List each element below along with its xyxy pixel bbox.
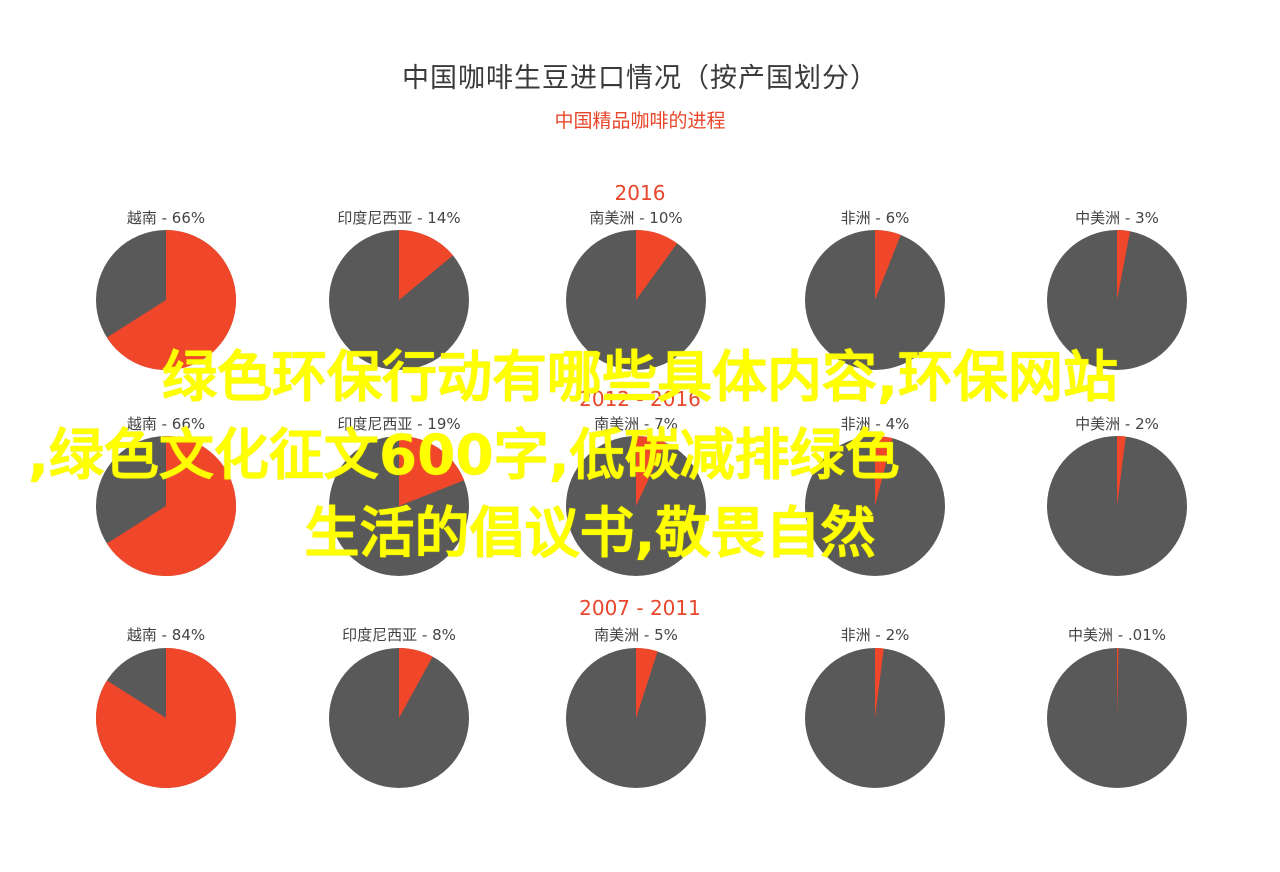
chart-title: 中国咖啡生豆进口情况（按产国划分） (402, 63, 878, 94)
pie-highlight-slice (399, 436, 465, 506)
pie-chart: 南美洲 - 5% (566, 626, 706, 788)
pie-highlight-slice (875, 648, 884, 718)
slice-label: 南美洲 - 5% (594, 626, 678, 644)
slice-label: 中美洲 - 2% (1075, 415, 1159, 433)
pie-highlight-slice (106, 436, 236, 577)
slice-label: 越南 - 66% (127, 209, 205, 227)
slice-label: 中美洲 - .01% (1068, 626, 1166, 644)
slice-label: 越南 - 66% (127, 415, 205, 433)
slice-label: 越南 - 84% (127, 626, 205, 644)
pie-highlight-slice (96, 648, 237, 788)
pie-highlight-slice (636, 436, 666, 506)
period-label: 2012 - 2016 (579, 387, 701, 411)
pie-chart: 印度尼西亚 - 14% (329, 209, 469, 370)
slice-label: 非洲 - 6% (841, 209, 910, 227)
chart-subtitle: 中国精品咖啡的进程 (554, 110, 726, 132)
pie-chart: 非洲 - 6% (805, 209, 945, 370)
slice-label: 印度尼西亚 - 19% (337, 415, 460, 433)
pie-highlight-slice (1117, 436, 1126, 506)
pie-chart: 中美洲 - .01% (1047, 626, 1187, 788)
pie-highlight-slice (636, 230, 678, 300)
pie-chart: 中美洲 - 3% (1047, 209, 1187, 370)
pie-highlight-slice (875, 230, 901, 300)
pie-chart: 中美洲 - 2% (1047, 415, 1187, 576)
period-label: 2016 (615, 181, 666, 205)
slice-label: 印度尼西亚 - 14% (337, 209, 460, 227)
pie-chart: 越南 - 66% (96, 209, 236, 371)
pie-highlight-slice (636, 648, 658, 718)
slice-label: 非洲 - 4% (841, 415, 910, 433)
pie-chart: 南美洲 - 7% (566, 415, 706, 576)
pie-highlight-slice (1117, 230, 1131, 300)
slice-label: 南美洲 - 7% (594, 415, 678, 433)
pie-chart: 印度尼西亚 - 19% (329, 415, 469, 576)
period-label: 2007 - 2011 (579, 596, 701, 620)
pie-highlight-slice (875, 436, 893, 506)
pie-chart: 南美洲 - 10% (566, 209, 706, 370)
pie-highlight-slice (399, 230, 453, 300)
slice-label: 非洲 - 2% (841, 626, 910, 644)
pie-chart: 印度尼西亚 - 8% (329, 626, 469, 788)
pie-highlight-slice (399, 648, 433, 718)
pie-highlight-slice (1117, 648, 1119, 718)
slice-label: 中美洲 - 3% (1075, 209, 1159, 227)
pie-chart: 非洲 - 2% (805, 626, 945, 788)
slice-label: 南美洲 - 10% (589, 209, 682, 227)
slice-label: 印度尼西亚 - 8% (342, 626, 456, 644)
pie-highlight-slice (106, 230, 236, 371)
pie-chart: 非洲 - 4% (805, 415, 945, 576)
pie-chart: 越南 - 66% (96, 415, 236, 577)
pie-chart: 越南 - 84% (96, 626, 237, 788)
